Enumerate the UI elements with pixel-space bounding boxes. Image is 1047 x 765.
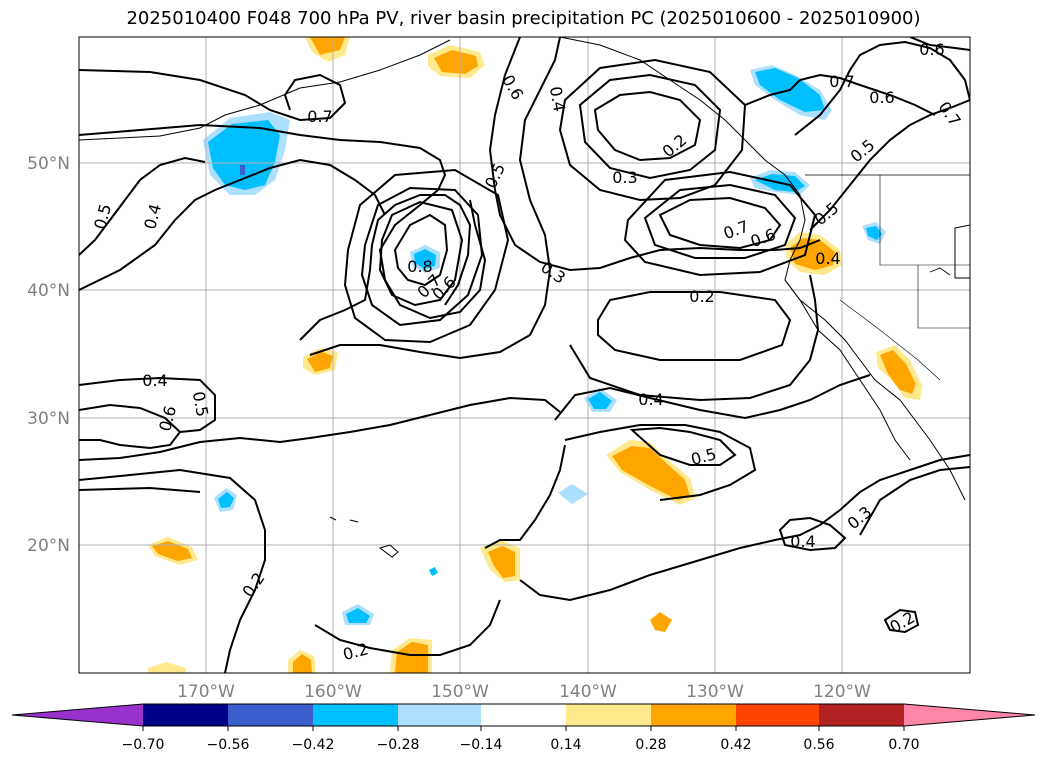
colorbar-segment: [481, 704, 566, 726]
lon-label-170w: 170°W: [177, 682, 235, 702]
colorbar-extend-max: [904, 704, 1035, 726]
contour-label: 0.5: [189, 390, 212, 418]
negative-precip-shading: [203, 65, 886, 625]
contour-label: 0.6: [919, 40, 944, 59]
colorbar-tick-label: 0.42: [720, 737, 751, 753]
map-frame: [78, 36, 971, 674]
map-title: 2025010400 F048 700 hPa PV, river basin …: [126, 8, 921, 29]
lon-label-120w: 120°W: [813, 682, 871, 702]
contour-label: 0.4: [546, 85, 569, 113]
colorbar-tick-label: 0.28: [635, 737, 666, 753]
lon-label-130w: 130°W: [686, 682, 744, 702]
contour-label: 0.4: [638, 390, 663, 409]
contour-label: 0.7: [307, 107, 332, 126]
contour-label: 0.7: [829, 72, 854, 91]
contour-label: 0.4: [142, 371, 167, 390]
colorbar-segment: [819, 704, 904, 726]
colorbar-tick-label: −0.70: [122, 737, 165, 753]
pv-contours: [79, 37, 970, 673]
contour-label: 0.2: [689, 287, 714, 306]
colorbar-tick-label: 0.56: [803, 737, 834, 753]
lon-label-150w: 150°W: [431, 682, 489, 702]
colorbar-segment: [566, 704, 651, 726]
lat-label-30n: 30°N: [27, 409, 70, 429]
colorbar-segment: [736, 704, 819, 726]
contour-label: 0.6: [869, 88, 894, 107]
latitude-labels: 50°N 40°N 30°N 20°N: [27, 154, 70, 556]
colorbar-tick-label: 0.14: [550, 737, 581, 753]
colorbar-tick-label: −0.28: [377, 737, 420, 753]
contour-label: 0.3: [612, 168, 637, 187]
colorbar-tick-label: −0.56: [207, 737, 250, 753]
contour-label: 0.4: [815, 249, 840, 268]
longitude-labels: 170°W 160°W 150°W 140°W 130°W 120°W: [177, 682, 871, 702]
lon-label-160w: 160°W: [304, 682, 362, 702]
lat-label-40n: 40°N: [27, 281, 70, 301]
colorbar-tick-label: −0.14: [460, 737, 503, 753]
colorbar-segment: [313, 704, 398, 726]
colorbar-tick-label: −0.42: [292, 737, 335, 753]
colorbar-extend-min: [12, 704, 143, 726]
positive-precip-shading: [148, 37, 922, 673]
colorbar-segment: [651, 704, 736, 726]
colorbar-segment: [228, 704, 313, 726]
colorbar-segment: [398, 704, 481, 726]
lat-label-20n: 20°N: [27, 536, 70, 556]
colorbar-segment: [143, 704, 228, 726]
lat-label-50n: 50°N: [27, 154, 70, 174]
contour-label: 0.4: [790, 532, 815, 551]
graticule: [79, 37, 970, 673]
colorbar: −0.70 −0.56 −0.42 −0.28 −0.14 0.14 0.28 …: [11, 703, 1036, 753]
colorbar-tick-label: 0.70: [888, 737, 919, 753]
contour-label: 0.8: [407, 257, 432, 276]
lon-label-140w: 140°W: [559, 682, 617, 702]
